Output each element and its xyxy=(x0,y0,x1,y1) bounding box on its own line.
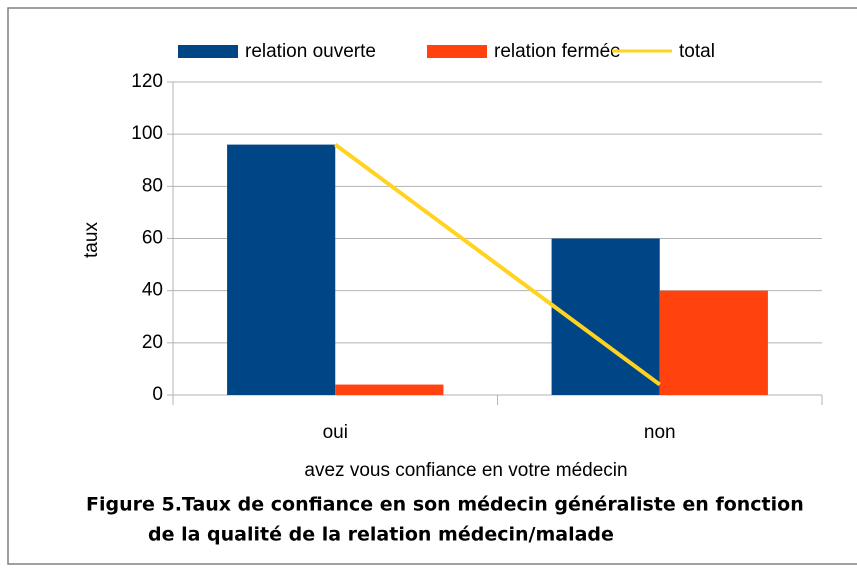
bar xyxy=(227,144,336,395)
legend-swatch xyxy=(178,45,238,58)
bar xyxy=(335,384,444,395)
y-tick-label: 120 xyxy=(131,71,163,92)
x-tick-label: oui xyxy=(323,422,348,443)
x-axis-title: avez vous confiance en votre médecin xyxy=(304,460,627,481)
y-tick-label: 0 xyxy=(152,384,163,405)
legend-label: relation ouverte xyxy=(245,41,376,62)
y-axis-title: taux xyxy=(81,222,102,258)
line-series xyxy=(334,142,661,387)
y-tick-label: 60 xyxy=(142,228,163,249)
y-tick-label: 40 xyxy=(142,280,163,301)
caption-line: Figure 5.Taux de confiance en son médeci… xyxy=(86,494,804,516)
x-tick-label: non xyxy=(644,422,676,443)
bar xyxy=(659,290,768,395)
y-tick-label: 20 xyxy=(142,332,163,353)
legend-swatch xyxy=(427,45,487,58)
caption-line: de la qualité de la relation médecin/mal… xyxy=(148,524,614,546)
y-tick-label: 100 xyxy=(131,123,163,144)
y-tick-label: 80 xyxy=(142,175,163,196)
chart-border xyxy=(7,7,857,565)
legend-label: relation fermée xyxy=(494,41,621,62)
legend-label: total xyxy=(679,41,715,62)
